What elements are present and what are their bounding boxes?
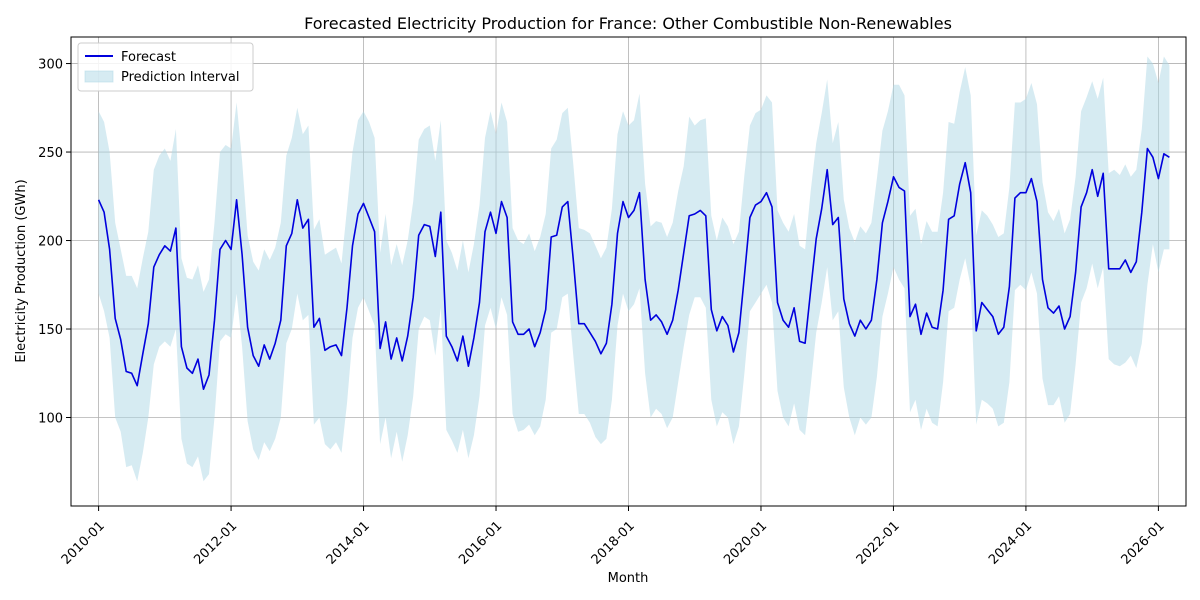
legend-forecast-label: Forecast: [121, 50, 176, 65]
y-tick-label: 250: [38, 146, 63, 161]
y-tick-label: 200: [38, 235, 63, 250]
forecast-line-group: [97, 147, 1170, 391]
y-tick-label: 150: [38, 323, 63, 338]
y-tick-label: 300: [38, 58, 63, 73]
legend-interval-label: Prediction Interval: [121, 70, 240, 85]
y-tick-label: 100: [38, 412, 63, 427]
legend-interval-swatch: [84, 70, 114, 83]
y-axis: 100 150 200 250 300: [38, 58, 71, 427]
legend-box: [77, 42, 254, 92]
prediction-interval-area: [98, 56, 1170, 482]
x-axis-label: Month: [608, 571, 649, 586]
forecast-line: [97, 147, 1170, 391]
chart-title: Forecasted Electricity Production for Fr…: [304, 14, 952, 33]
prediction-interval-band: [98, 56, 1170, 482]
legend: Forecast Prediction Interval: [77, 42, 254, 92]
y-axis-label: Electricity Production (GWh): [14, 179, 29, 362]
